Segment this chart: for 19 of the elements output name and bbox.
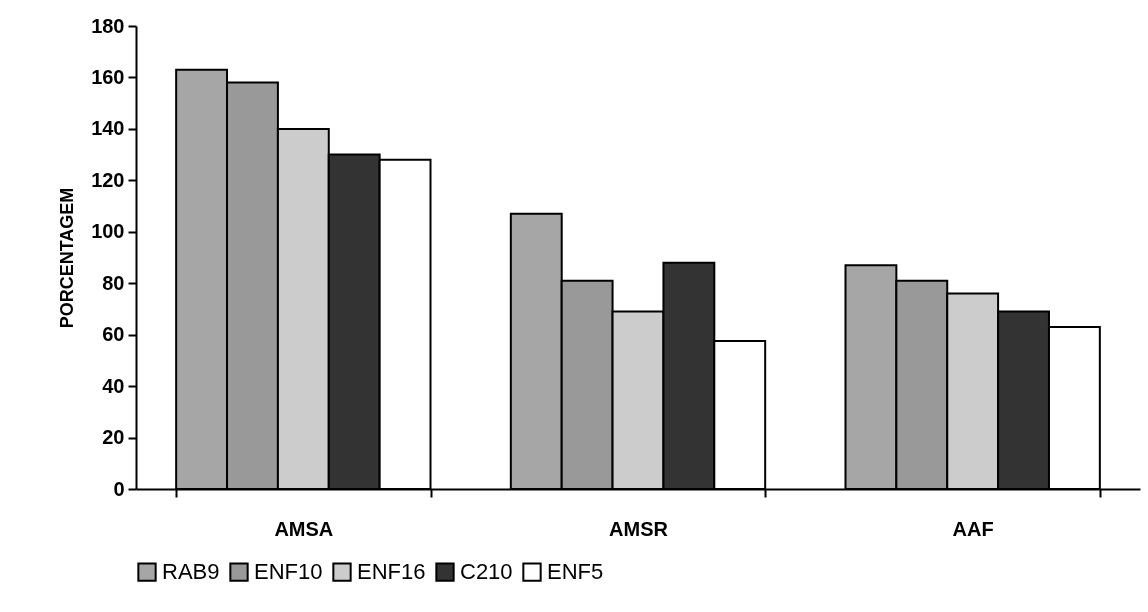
- y-axis-title: PORCENTAGEM: [57, 187, 78, 329]
- legend-label: ENF5: [547, 559, 604, 585]
- y-tick-label: 140: [91, 117, 125, 140]
- y-tick-label: 20: [102, 426, 125, 449]
- legend-label: RAB9: [162, 559, 220, 585]
- x-tick-label: AMSA: [274, 517, 334, 540]
- legend-label: ENF16: [357, 559, 426, 585]
- y-tick-label: 80: [102, 271, 125, 294]
- y-tick-label: 100: [91, 220, 125, 243]
- y-tick-label: 60: [102, 323, 125, 346]
- legend-label: C210: [460, 559, 513, 585]
- legend-label: ENF10: [254, 559, 323, 585]
- y-tick-label: 160: [91, 65, 125, 88]
- y-tick-label: 0: [113, 477, 125, 500]
- x-tick-label: AMSR: [609, 517, 669, 540]
- x-tick-label: AAF: [952, 517, 994, 540]
- y-tick-label: 120: [91, 168, 125, 191]
- y-tick-label: 180: [91, 14, 125, 37]
- y-tick-label: 40: [102, 374, 125, 397]
